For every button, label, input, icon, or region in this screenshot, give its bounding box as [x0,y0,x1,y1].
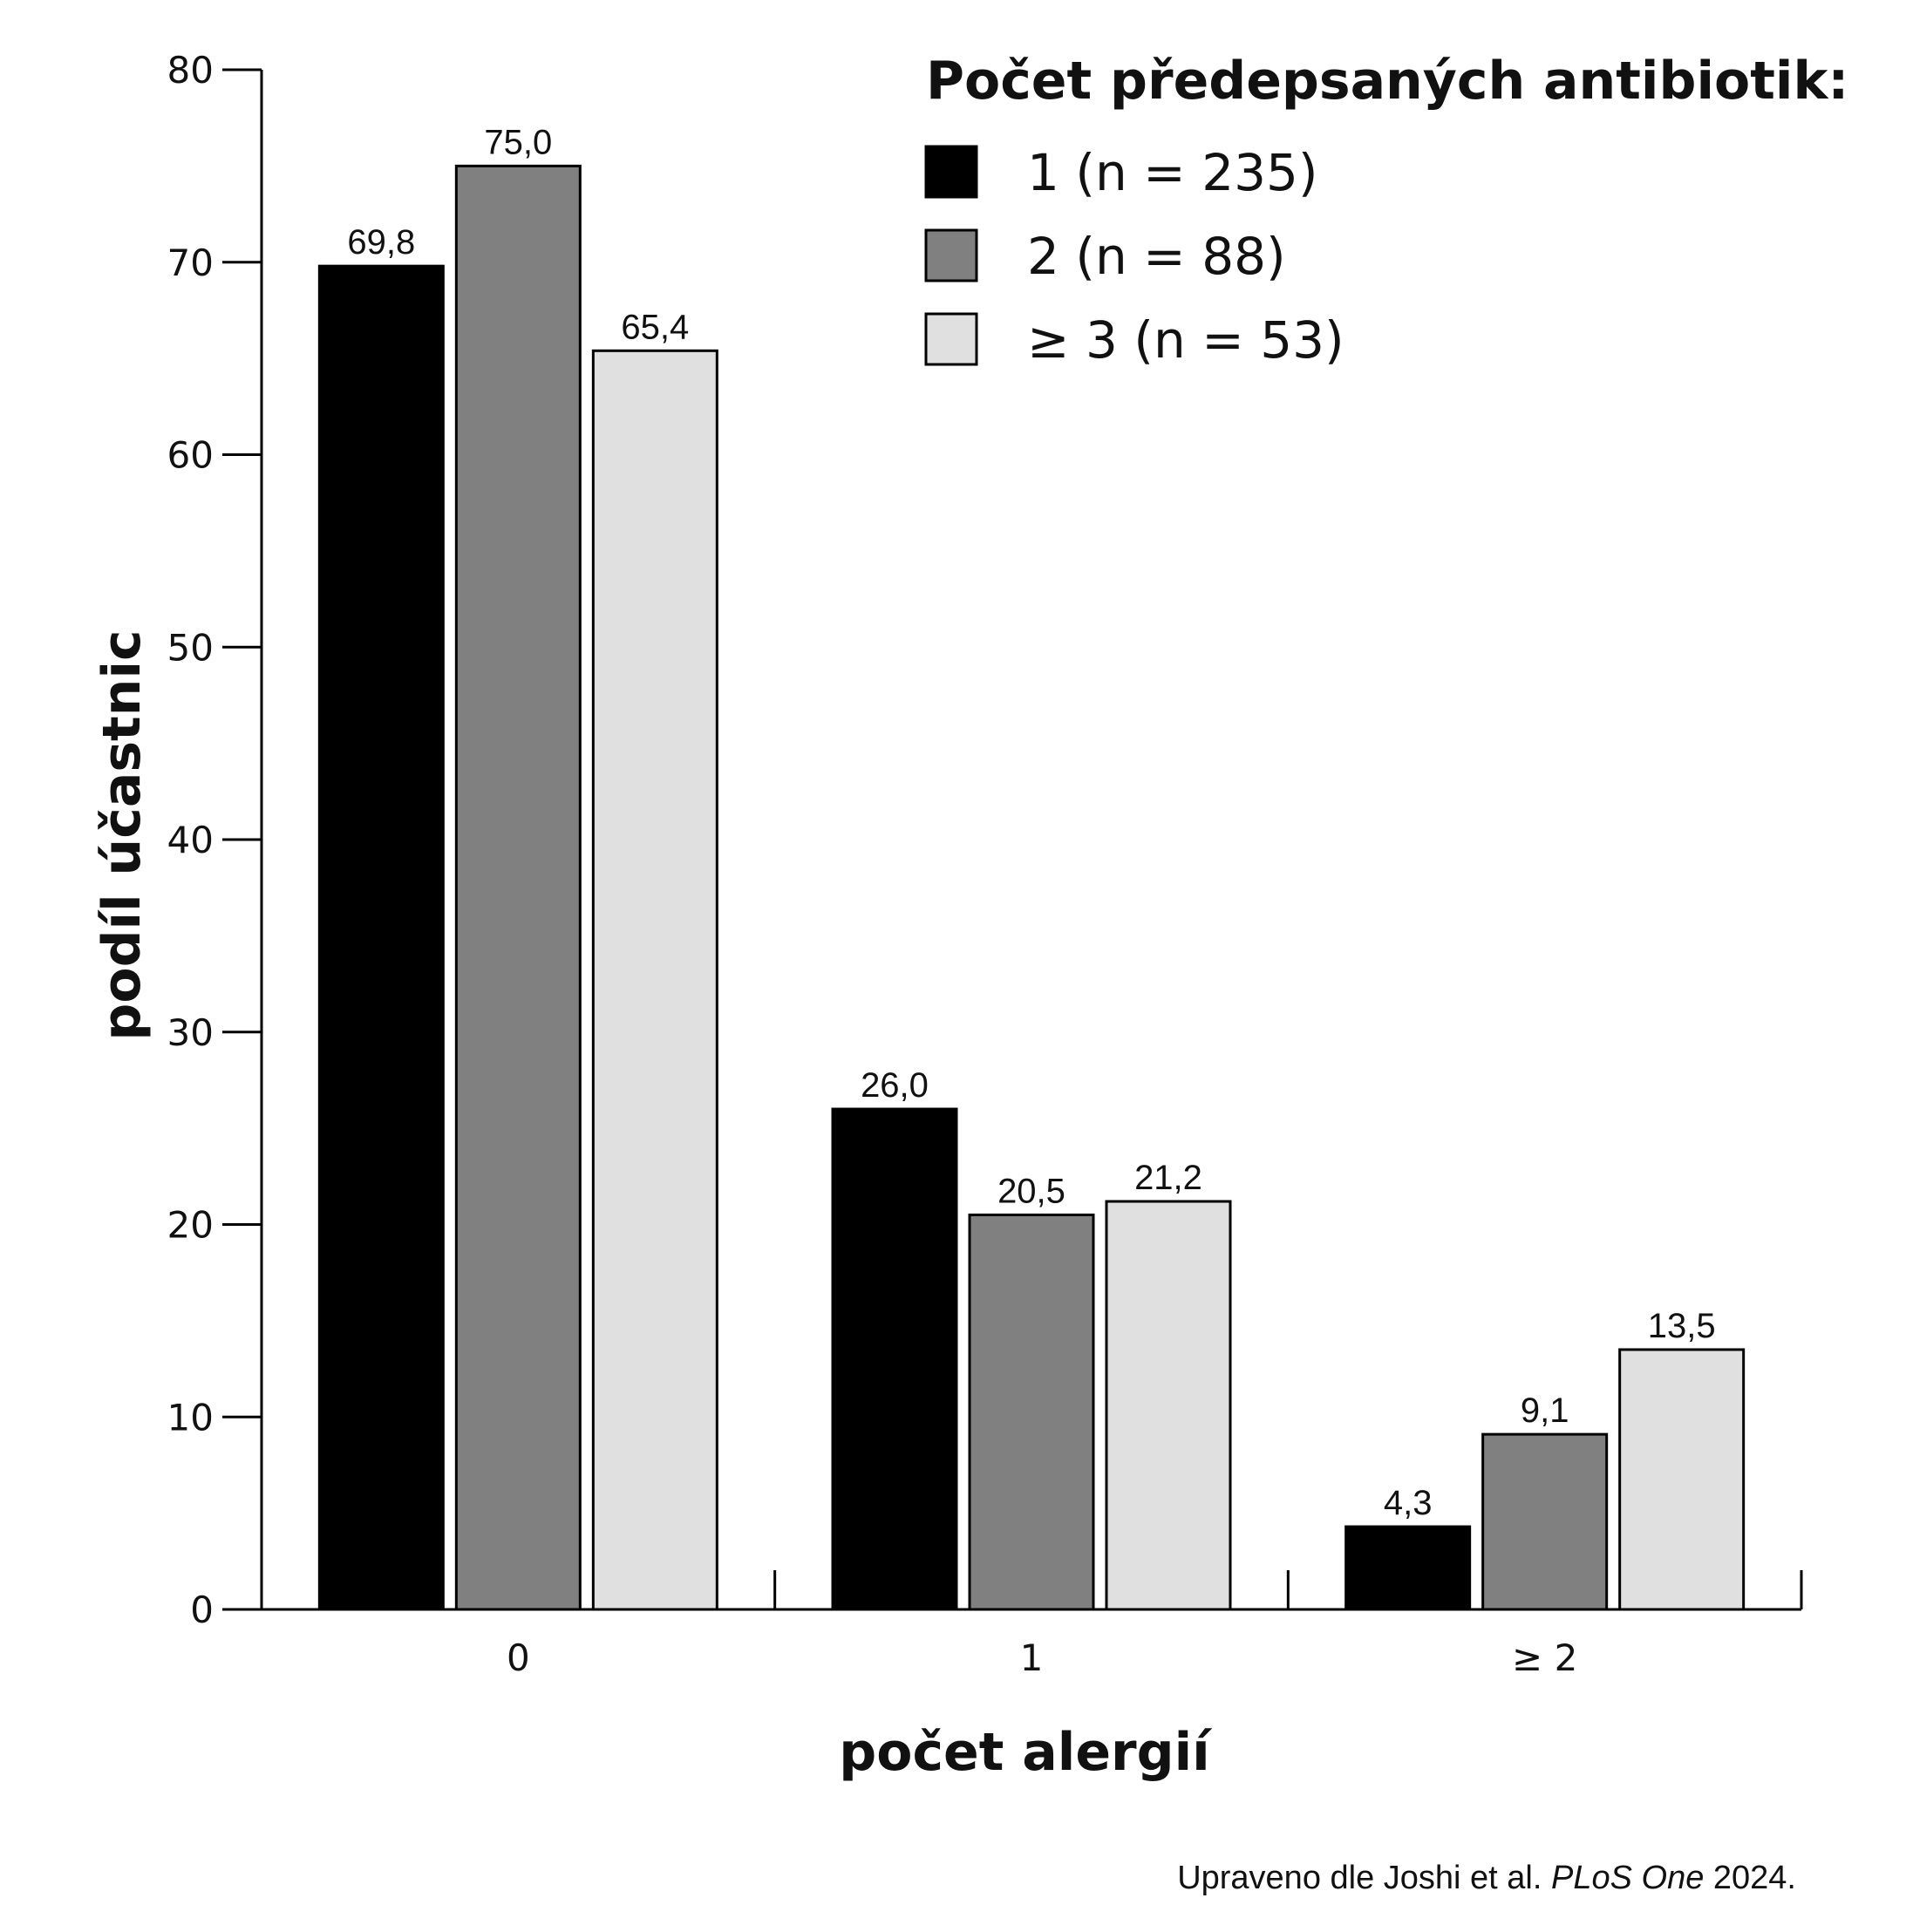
data-labels: 69,8 26,0 4,3 75,0 20,5 9,1 65,4 21,2 13,5 [347,123,1715,1522]
y-tick-label: 60 [167,434,214,477]
legend-swatch [924,312,978,366]
legend-label: 1 (n = 235) [1027,143,1318,202]
legend-label: ≥ 3 (n = 53) [1027,310,1344,370]
bar-value-label: 69,8 [347,223,415,262]
bar [317,264,445,1611]
bar-value-label: 26,0 [861,1066,929,1105]
bar-value-label: 75,0 [484,123,552,161]
y-tick-label: 70 [167,242,214,284]
bar [1105,1200,1232,1611]
legend: Počet předepsaných antibiotik: 1 (n = 23… [924,51,1848,370]
y-axis-title: podíl účastnic [92,629,153,1040]
bar-value-label: 13,5 [1648,1307,1716,1345]
bar [1481,1432,1609,1611]
legend-swatch [924,145,978,199]
legend-title: Počet předepsaných antibiotik: [926,51,1848,112]
y-tick-label: 40 [167,819,214,861]
x-tick-label: 0 [507,1636,530,1679]
y-tick-label: 80 [167,49,214,92]
legend-swatch [924,228,978,282]
bar-value-label: 9,1 [1521,1391,1569,1430]
source-prefix: Upraveno dle Joshi et al. [1177,1860,1551,1896]
bar [968,1213,1095,1611]
source-suffix: 2024. [1704,1860,1796,1896]
bar [591,349,718,1611]
y-tick-label: 50 [167,626,214,669]
bar-value-label: 65,4 [621,308,689,346]
bar [1618,1348,1746,1611]
bar-value-label: 21,2 [1134,1159,1202,1197]
bar [1344,1525,1472,1611]
bar [831,1107,958,1611]
source-journal: PLoS One [1551,1860,1704,1896]
source-note: Upraveno dle Joshi et al. PLoS One 2024. [1177,1860,1796,1896]
bar-value-label: 20,5 [997,1172,1065,1210]
y-tick-label: 10 [167,1396,214,1439]
x-tick-label: ≥ 2 [1512,1636,1577,1679]
x-axis-title: počet alergií [839,1722,1213,1783]
bar-value-label: 4,3 [1384,1484,1433,1522]
y-tick-label: 0 [190,1588,214,1631]
y-tick-label: 30 [167,1011,214,1054]
axes: 0 10 20 30 40 50 60 70 80 0 1 ≥ 2 [167,49,1803,1679]
y-tick-label: 20 [167,1204,214,1247]
legend-label: 2 (n = 88) [1027,227,1286,286]
bar [454,164,582,1611]
x-tick-label: 1 [1020,1636,1044,1679]
bars [317,164,1746,1611]
